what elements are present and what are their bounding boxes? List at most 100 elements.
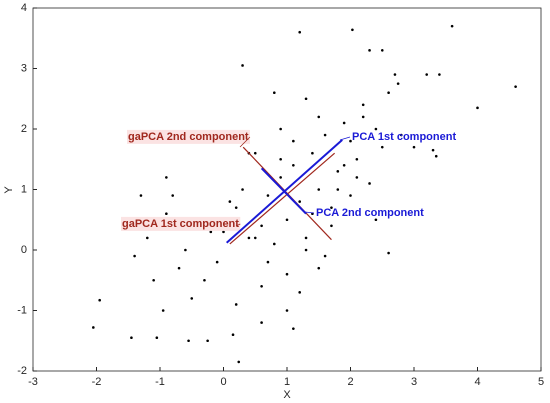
point [349, 194, 352, 197]
annotation-arrow [239, 136, 251, 148]
y-tick-label: 0 [21, 244, 27, 256]
point [234, 303, 238, 306]
point [292, 327, 295, 330]
point [273, 91, 276, 94]
point [298, 200, 302, 203]
point [298, 30, 302, 34]
point [247, 236, 251, 240]
point [387, 251, 390, 255]
point [187, 339, 190, 343]
point [266, 260, 270, 264]
point [317, 266, 321, 270]
point [361, 103, 365, 107]
point [393, 73, 397, 76]
point [476, 106, 479, 110]
point [279, 157, 282, 161]
x-tick-label: 4 [474, 376, 480, 388]
point [396, 82, 400, 85]
point [241, 188, 244, 191]
annotation-arrow [235, 223, 241, 227]
x-tick-label: 1 [284, 376, 290, 388]
point [184, 248, 187, 252]
point [177, 266, 181, 270]
point [92, 326, 95, 329]
point [285, 218, 289, 222]
point [330, 206, 333, 209]
point [152, 278, 155, 282]
y-tick-label: 1 [21, 183, 27, 195]
point [387, 91, 390, 94]
point [336, 188, 340, 191]
point [317, 115, 321, 119]
point [311, 151, 314, 155]
point [266, 194, 270, 197]
x-tick-label: 2 [347, 376, 353, 388]
x-tick-label: 0 [220, 376, 226, 388]
point [260, 224, 263, 228]
point [438, 73, 441, 76]
point [380, 145, 384, 149]
point [253, 151, 257, 155]
point [351, 28, 354, 32]
point [139, 194, 143, 197]
point [374, 127, 378, 131]
point [304, 248, 308, 252]
point [292, 139, 295, 143]
y-tick-label: -1 [17, 304, 27, 316]
component-line [260, 167, 307, 215]
point [450, 24, 454, 28]
point [206, 339, 209, 343]
point [165, 212, 168, 215]
point [130, 336, 133, 340]
point [431, 148, 435, 152]
y-tick-label: -2 [17, 365, 27, 377]
point [304, 236, 308, 240]
annotation-arrow [304, 211, 315, 214]
annotation: PCA 1st component [352, 131, 456, 143]
point [304, 97, 308, 101]
y-tick-label: 2 [21, 123, 27, 135]
x-tick-label: 3 [411, 376, 417, 388]
point [279, 127, 282, 131]
y-axis-label: Y [3, 186, 15, 194]
point [231, 333, 235, 337]
point [412, 145, 416, 149]
annotation-bg [127, 129, 250, 144]
point [155, 336, 159, 340]
point [323, 254, 327, 258]
point [241, 64, 244, 67]
y-tick-label: 3 [21, 62, 27, 74]
y-tick-label: 4 [21, 2, 27, 14]
point [165, 176, 168, 179]
point [133, 254, 136, 258]
point [434, 154, 438, 158]
point [355, 176, 359, 179]
point [425, 73, 429, 76]
point [215, 260, 219, 264]
point [330, 224, 333, 228]
point [374, 218, 378, 222]
point [234, 206, 238, 209]
point [336, 170, 340, 173]
point [273, 242, 276, 246]
point [285, 272, 289, 276]
annotation: PCA 2nd component [316, 207, 424, 219]
point [98, 298, 101, 302]
point [222, 230, 225, 234]
point [292, 164, 295, 167]
point [285, 309, 289, 312]
point [161, 309, 165, 312]
point [349, 139, 352, 143]
component-line [229, 152, 336, 245]
point [355, 157, 359, 161]
point [171, 194, 174, 197]
point [260, 285, 263, 288]
point [190, 297, 194, 300]
x-tick-label: 5 [538, 376, 544, 388]
point [514, 85, 517, 88]
point [209, 230, 213, 234]
point [342, 164, 346, 167]
point [400, 133, 403, 137]
point [237, 360, 241, 364]
